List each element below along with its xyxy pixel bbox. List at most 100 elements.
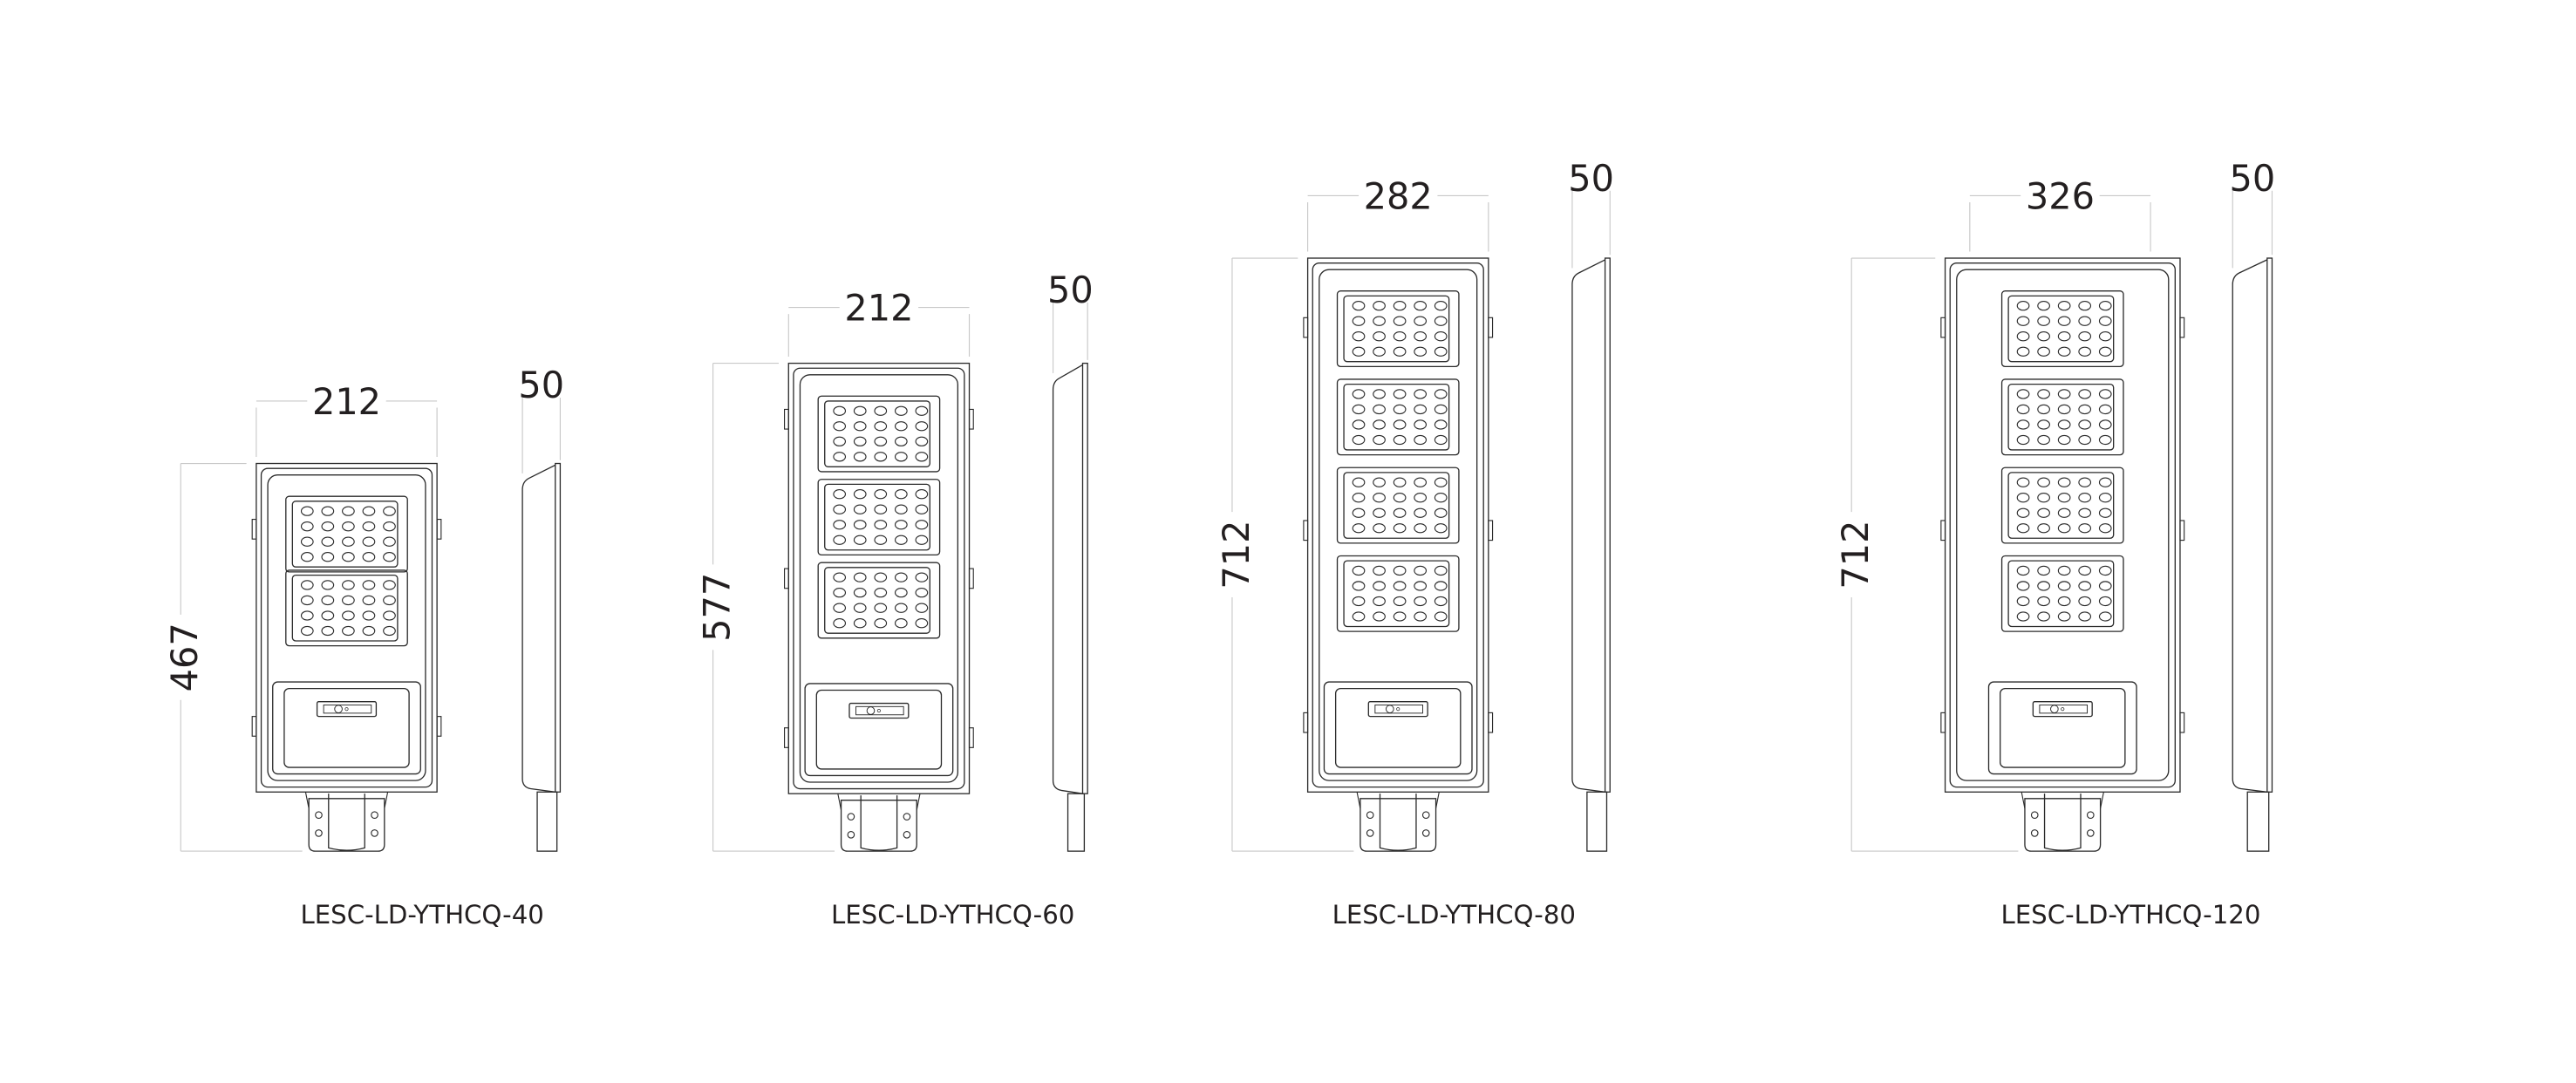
led-lens xyxy=(2078,611,2092,622)
led-lens xyxy=(383,536,396,547)
led-module xyxy=(817,562,941,639)
led-module-frame xyxy=(817,395,941,473)
model-name-caption: LESC-LD-YTHCQ-60 xyxy=(831,900,1074,930)
led-lens xyxy=(1434,611,1448,622)
led-lens xyxy=(300,625,314,637)
led-lens xyxy=(1373,434,1386,446)
led-lens xyxy=(853,421,867,432)
led-module xyxy=(1336,467,1460,544)
led-lens xyxy=(853,535,867,545)
led-lens xyxy=(2016,611,2030,622)
led-module-plate xyxy=(291,501,399,568)
led-module xyxy=(817,395,941,473)
led-lens xyxy=(894,572,908,582)
led-module-plate xyxy=(2007,383,2115,451)
sensor-slot xyxy=(323,704,372,714)
led-lens xyxy=(300,536,314,547)
led-lens xyxy=(383,595,396,606)
led-lens xyxy=(833,452,847,462)
bolt-hole xyxy=(2030,829,2039,837)
led-lens xyxy=(2057,523,2071,534)
led-lens xyxy=(1393,523,1407,534)
led-lens xyxy=(1393,346,1407,357)
led-lens xyxy=(2098,389,2112,399)
led-lens xyxy=(2016,389,2030,399)
led-lens xyxy=(1393,493,1407,503)
led-lens xyxy=(1352,477,1366,487)
pole-clamp xyxy=(328,794,365,851)
led-lens xyxy=(2078,523,2092,534)
led-lens xyxy=(1414,331,1428,342)
bolt-hole xyxy=(903,813,911,821)
led-lens xyxy=(833,588,847,598)
width-dimension-line xyxy=(787,306,971,358)
indicator-dot xyxy=(344,707,349,712)
bolt-hole xyxy=(847,813,855,821)
led-lens xyxy=(1434,493,1448,503)
led-lens xyxy=(342,506,355,516)
led-module xyxy=(285,569,408,647)
led-lens xyxy=(300,595,314,606)
model-name-caption: LESC-LD-YTHCQ-120 xyxy=(2000,900,2260,930)
led-lens xyxy=(300,521,314,532)
sensor-window xyxy=(316,701,378,718)
led-lens xyxy=(2098,611,2112,622)
side-view-panel xyxy=(555,462,562,793)
height-dimension-line xyxy=(712,363,835,852)
side-view-housing xyxy=(2232,259,2268,793)
led-lens xyxy=(874,520,888,530)
led-lens xyxy=(2037,596,2050,607)
led-module-frame xyxy=(2000,467,2124,544)
led-lens xyxy=(1352,404,1366,415)
led-lens xyxy=(874,452,888,462)
led-lens xyxy=(2078,331,2092,342)
depth-dimension-line xyxy=(2232,190,2273,269)
led-lens xyxy=(1434,434,1448,446)
height-dimension-label: 467 xyxy=(164,623,206,691)
led-lens xyxy=(2057,581,2071,591)
side-view-panel xyxy=(2266,257,2273,793)
sensor-lens xyxy=(334,705,343,713)
led-lens xyxy=(833,520,847,530)
led-lens xyxy=(915,588,929,598)
led-lens xyxy=(874,572,888,582)
bolt-hole xyxy=(1366,829,1374,837)
led-lens xyxy=(2098,477,2112,487)
led-lens xyxy=(894,452,908,462)
led-lens xyxy=(2016,596,2030,607)
pole-clamp xyxy=(2043,794,2082,851)
led-lens xyxy=(383,625,396,637)
model-name-caption: LESC-LD-YTHCQ-80 xyxy=(1332,900,1576,930)
led-module-plate xyxy=(824,400,930,467)
led-lens xyxy=(1393,301,1407,311)
led-lens xyxy=(1414,493,1428,503)
led-lens xyxy=(321,521,335,532)
sensor-lens xyxy=(2050,705,2059,713)
bolt-hole xyxy=(1421,829,1430,837)
battery-cover xyxy=(2000,687,2126,768)
battery-cover-frame xyxy=(1987,681,2137,775)
led-lens xyxy=(321,610,335,621)
led-lens xyxy=(894,520,908,530)
led-lens xyxy=(874,504,888,514)
side-clip xyxy=(1940,712,1946,733)
side-clip xyxy=(968,568,974,589)
led-lens xyxy=(1414,565,1428,576)
led-lens xyxy=(1373,404,1386,415)
side-clip xyxy=(436,716,442,737)
led-lens xyxy=(915,520,929,530)
led-lens xyxy=(1373,301,1386,311)
side-clip xyxy=(1303,520,1309,542)
led-lens xyxy=(874,618,888,629)
led-lens xyxy=(2016,419,2030,430)
led-lens xyxy=(894,504,908,514)
led-lens xyxy=(833,489,847,500)
led-lens xyxy=(1393,331,1407,342)
mounting-bracket xyxy=(1360,798,1437,852)
housing-rim xyxy=(793,367,965,790)
side-view-pole xyxy=(2246,791,2270,852)
led-lens xyxy=(833,572,847,582)
led-lens xyxy=(1414,419,1428,430)
led-lens xyxy=(874,603,888,613)
sensor-window xyxy=(1367,701,1428,718)
